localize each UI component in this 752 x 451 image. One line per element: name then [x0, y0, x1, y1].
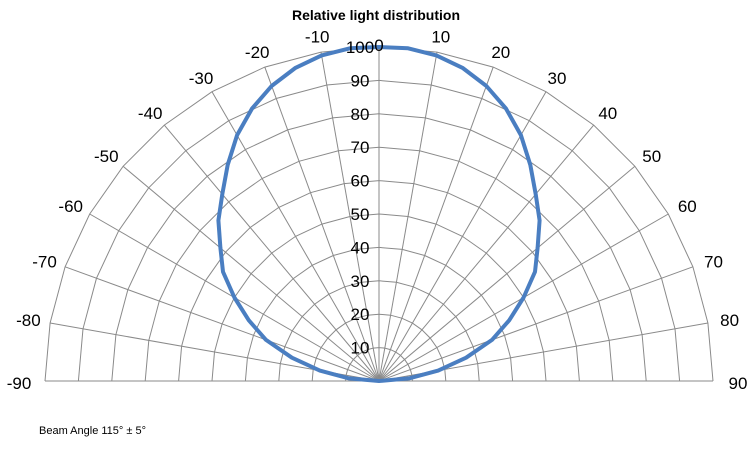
grid-spoke-50 — [379, 166, 635, 381]
angle-tick-label: 90 — [729, 374, 748, 393]
angle-tick-label: -70 — [32, 252, 57, 271]
radial-tick-label: 90 — [351, 71, 370, 90]
angle-tick-label: -10 — [305, 27, 330, 46]
radial-tick-label: 60 — [351, 172, 370, 191]
angle-tick-label: -90 — [7, 374, 32, 393]
angle-tick-label: 60 — [678, 197, 697, 216]
radial-tick-label: 100 — [346, 38, 374, 57]
angle-tick-label: -20 — [245, 43, 270, 62]
angle-tick-label: 20 — [491, 43, 510, 62]
radial-tick-label: 40 — [351, 238, 370, 257]
beam-angle-note: Beam Angle 115° ± 5° — [39, 425, 146, 437]
angle-tick-labels: -90 -80 -70 -60 -50 -40 -30 -20 -10 0 10 20 30 40 50 60… — [7, 27, 748, 393]
grid-spoke--70 — [65, 267, 379, 381]
grid-spoke-20 — [379, 67, 493, 381]
angle-tick-label: -40 — [138, 104, 163, 123]
grid — [45, 47, 713, 381]
angle-tick-label: 70 — [704, 252, 723, 271]
grid-spoke-70 — [379, 267, 693, 381]
angle-tick-label: 10 — [431, 27, 450, 46]
radial-tick-label: 80 — [351, 105, 370, 124]
angle-tick-label: 80 — [720, 311, 739, 330]
radial-tick-label: 30 — [351, 272, 370, 291]
radial-tick-labels: 10 20 30 40 50 60 70 80 90 100 — [346, 38, 374, 358]
angle-tick-label: 30 — [548, 69, 567, 88]
radial-tick-label: 10 — [351, 339, 370, 358]
angle-tick-label: 50 — [642, 147, 661, 166]
angle-tick-label: -30 — [189, 69, 214, 88]
angle-tick-label: -80 — [16, 311, 41, 330]
radial-tick-label: 70 — [351, 138, 370, 157]
angle-tick-label: -50 — [94, 147, 119, 166]
radial-tick-label: 50 — [351, 205, 370, 224]
radial-tick-label: 20 — [351, 305, 370, 324]
angle-tick-label: 0 — [374, 36, 383, 55]
chart-title: Relative light distribution — [0, 7, 752, 23]
grid-spoke--50 — [123, 166, 379, 381]
angle-tick-label: -60 — [58, 197, 83, 216]
angle-tick-label: 40 — [598, 104, 617, 123]
